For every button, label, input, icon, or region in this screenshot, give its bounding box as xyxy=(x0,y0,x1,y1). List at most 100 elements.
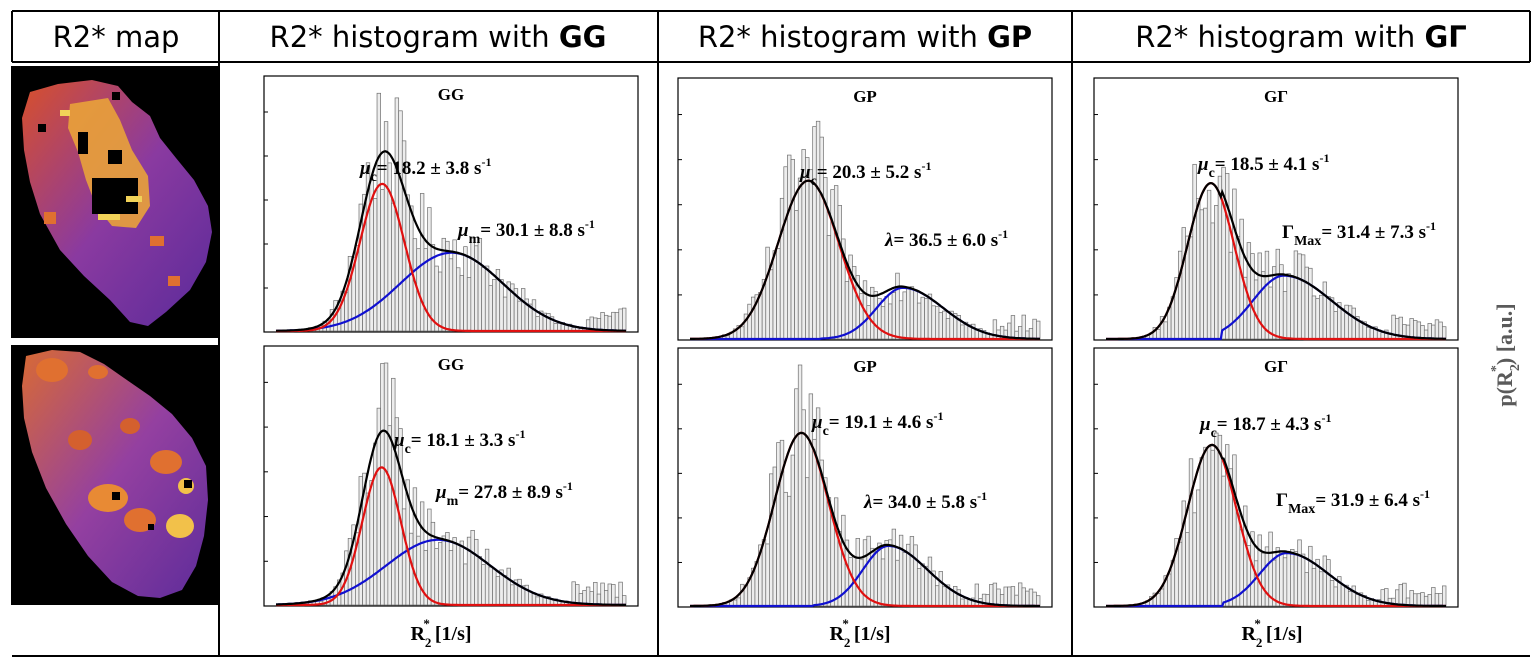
fit-curve-component1 xyxy=(276,466,626,607)
histogram-bar xyxy=(484,265,490,332)
histogram-bar xyxy=(1416,593,1422,607)
histogram-bar xyxy=(1423,595,1429,607)
histogram-bar xyxy=(949,589,954,607)
fit-annotation: μc= 18.2 ± 3.8 s-1 xyxy=(359,155,491,185)
histogram-bar xyxy=(895,559,900,607)
histogram-bar xyxy=(830,189,835,340)
histogram-bar xyxy=(913,544,918,607)
histogram-bar xyxy=(448,258,454,332)
header-r2-map: R2* map xyxy=(53,20,180,54)
y-axis-label: p(R2*) [a.u.] xyxy=(1489,303,1523,406)
histogram-bar xyxy=(1214,205,1219,340)
histogram-bar xyxy=(441,535,446,606)
histogram-bar xyxy=(1214,432,1219,607)
histogram-bar xyxy=(848,557,853,607)
panel-title: GP xyxy=(853,87,877,106)
histogram-bar xyxy=(960,324,965,340)
fit-annotation: ΓMax= 31.9 ± 6.4 s-1 xyxy=(1276,487,1430,517)
histogram-bar xyxy=(974,329,980,340)
x-axis-label-gg: R2* [1/s] xyxy=(410,616,471,650)
histogram-bar xyxy=(1427,323,1432,340)
panel-title: GP xyxy=(853,357,877,376)
histogram-bar xyxy=(1181,227,1186,340)
histogram-bar xyxy=(787,495,792,607)
fit-annotation: μc= 18.1 ± 3.3 s-1 xyxy=(393,427,525,457)
histogram-bar xyxy=(427,508,432,606)
chart-gp-bottom: GP μc= 19.1 ± 4.6 s-1 λ= 34.0 ± 5.8 s-1 xyxy=(677,347,1053,608)
panel-title: GG xyxy=(438,355,464,374)
histogram-bar xyxy=(927,556,933,607)
histogram-bar xyxy=(575,584,580,606)
histogram-bar xyxy=(837,205,842,340)
histogram-bar xyxy=(492,279,497,332)
histogram-bar xyxy=(877,542,882,607)
histogram-bar xyxy=(1206,189,1212,340)
histogram-bars xyxy=(1130,163,1447,340)
fit-annotation: μc= 20.3 ± 5.2 s-1 xyxy=(799,159,931,189)
histogram-bar xyxy=(1025,590,1030,607)
histogram-bar xyxy=(953,586,958,607)
histogram-bar xyxy=(474,245,479,332)
histogram-bar xyxy=(1431,324,1436,340)
histogram-bar xyxy=(1427,594,1432,607)
histogram-bar xyxy=(801,409,806,607)
histogram-bar xyxy=(1253,560,1259,607)
histogram-bars xyxy=(279,362,627,606)
histogram-bar xyxy=(884,540,889,607)
histogram-bar xyxy=(1159,588,1165,607)
histogram-bar xyxy=(1319,294,1324,340)
fit-curve-total xyxy=(690,431,1040,608)
histogram-bar xyxy=(1333,311,1338,340)
histogram-bar xyxy=(769,269,774,340)
histogram-bar xyxy=(1032,591,1037,607)
histogram-bar xyxy=(607,315,612,332)
histogram-bar xyxy=(1199,209,1205,340)
histogram-bar xyxy=(1300,254,1306,340)
histogram-bar xyxy=(553,323,558,332)
histogram-bar xyxy=(794,210,799,340)
histogram-bar xyxy=(1409,318,1414,340)
histogram-bar xyxy=(611,584,616,606)
histogram-bar xyxy=(1304,572,1309,607)
histogram-bar xyxy=(459,540,464,606)
histogram-bar xyxy=(1203,446,1208,607)
histogram-bar xyxy=(747,303,752,340)
histogram-bars xyxy=(1127,432,1447,607)
histogram-bar xyxy=(466,536,472,606)
histogram-bar xyxy=(510,584,515,606)
histogram-bar xyxy=(1261,552,1266,607)
histogram-bar xyxy=(1257,252,1262,340)
histogram-bar xyxy=(484,548,490,606)
histogram-bar xyxy=(1275,248,1280,340)
histogram-bar xyxy=(614,312,620,332)
histogram-bar xyxy=(502,575,508,606)
histogram-bar xyxy=(1253,279,1259,340)
histogram-bar xyxy=(528,591,533,606)
histogram-bar xyxy=(902,552,907,607)
histogram-bar xyxy=(769,473,774,607)
histogram-bar xyxy=(1333,586,1338,607)
histogram-bar xyxy=(1413,593,1418,607)
histogram-bar xyxy=(989,584,994,607)
histogram-bar xyxy=(611,311,616,332)
histogram-bar xyxy=(1010,586,1016,607)
histogram-bar xyxy=(1206,446,1212,607)
histogram-bar xyxy=(888,539,893,607)
histogram-bar xyxy=(1185,532,1190,607)
histogram-bar xyxy=(909,536,915,607)
histogram-bar xyxy=(1402,582,1407,607)
histogram-bar xyxy=(387,425,392,606)
histogram-bar xyxy=(826,235,832,340)
histogram-bar xyxy=(797,177,803,340)
histogram-bar xyxy=(1293,551,1299,607)
histogram-bar xyxy=(1438,321,1443,340)
histogram-bar xyxy=(481,267,486,332)
chart-gg-top: GG μc= 18.2 ± 3.8 s-1 μm= 30.1 ± 8.8 s-1 xyxy=(263,75,639,333)
header-gp: R2* histogram with GP xyxy=(698,20,1032,54)
histogram-bar xyxy=(463,563,468,606)
histogram-bar xyxy=(506,567,511,606)
histogram-bar xyxy=(1355,594,1360,607)
histogram-bar xyxy=(1351,585,1356,607)
fit-curve-total xyxy=(275,150,627,332)
header-gp-model: GP xyxy=(987,20,1032,54)
